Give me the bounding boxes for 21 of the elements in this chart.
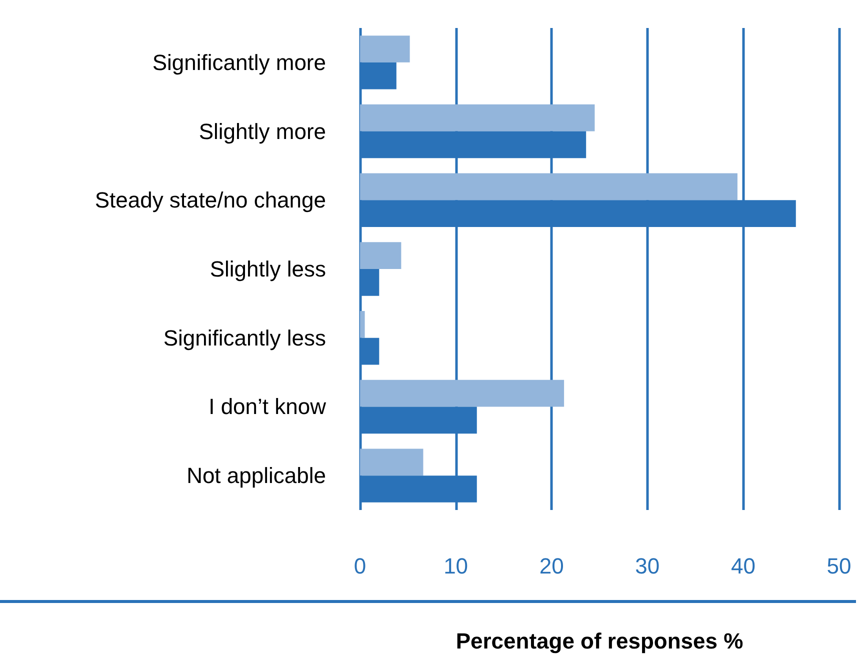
x-tick-label: 50 (826, 554, 852, 578)
bar (360, 311, 365, 338)
bar (360, 242, 402, 269)
x-tick-label: 20 (539, 554, 564, 578)
x-tick-label: 40 (730, 554, 756, 578)
bar (360, 173, 738, 200)
y-tick-label: I don’t know (208, 394, 326, 420)
x-tick-label: 30 (635, 554, 660, 578)
y-tick-label: Slightly less (210, 256, 326, 282)
bar (360, 36, 410, 62)
x-axis-title: Percentage of responses % (456, 628, 744, 654)
y-tick-label: Significantly more (152, 50, 326, 75)
y-tick-label: Significantly less (163, 325, 326, 350)
bar (360, 104, 595, 132)
y-tick-label: Steady state/no change (94, 188, 326, 213)
bar (360, 380, 564, 407)
bar (360, 448, 424, 476)
x-tick-label: 10 (444, 554, 468, 578)
y-tick-label: Slightly more (198, 118, 326, 144)
x-tick-label: 0 (354, 554, 366, 578)
y-tick-label: Not applicable (186, 463, 326, 488)
